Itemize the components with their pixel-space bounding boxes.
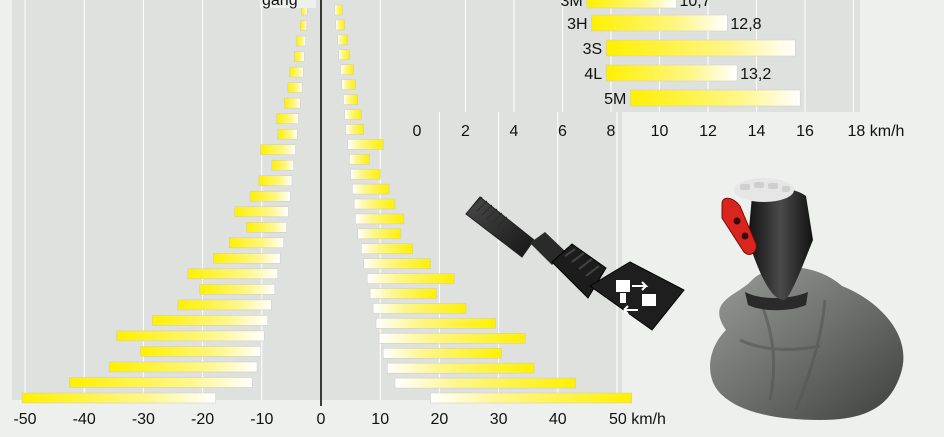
forward-speed-bar bbox=[369, 288, 437, 299]
reverse-speed-bar bbox=[199, 284, 276, 295]
inset-speed-bar bbox=[630, 89, 801, 107]
main-x-tick-label: -30 bbox=[132, 411, 155, 428]
inset-x-tick-label: 8 bbox=[607, 123, 616, 140]
reverse-speed-bar bbox=[271, 159, 295, 171]
inset-value-label: 10,7 bbox=[679, 0, 710, 10]
forward-speed-bar bbox=[337, 34, 348, 46]
inset-category-label: 4L bbox=[584, 66, 602, 83]
forward-speed-bar bbox=[363, 258, 431, 269]
forward-speed-bar bbox=[341, 79, 356, 90]
reverse-speed-bar bbox=[177, 299, 272, 311]
reverse-speed-bar bbox=[294, 51, 305, 62]
main-x-tick-label: -20 bbox=[191, 411, 214, 428]
forward-speed-bar bbox=[378, 333, 526, 344]
inset-category-label: 3H bbox=[567, 16, 587, 33]
reverse-speed-bar bbox=[289, 66, 304, 78]
main-x-tick-label: 50 km/h bbox=[609, 411, 666, 428]
reverse-speed-bar bbox=[246, 222, 287, 233]
main-chart-bars bbox=[21, 4, 633, 404]
inset-value-label: 12,8 bbox=[730, 16, 761, 33]
forward-speed-bar bbox=[430, 392, 633, 404]
reverse-speed-bar bbox=[249, 190, 291, 202]
forward-speed-bar bbox=[349, 153, 370, 165]
forward-speed-bar bbox=[350, 168, 381, 180]
inset-x-tick-label: 16 bbox=[796, 123, 814, 140]
inset-speed-bar bbox=[605, 64, 738, 82]
inset-speed-bar bbox=[586, 0, 677, 9]
forward-reverse-tractor-icon bbox=[616, 280, 656, 315]
forward-speed-bar bbox=[387, 362, 535, 374]
gear-shift-knob-icon bbox=[710, 178, 904, 420]
reverse-speed-bar bbox=[69, 377, 253, 388]
inset-chart-bars bbox=[586, 0, 801, 107]
inset-category-label: 3M bbox=[561, 0, 583, 10]
inset-speed-bar bbox=[591, 14, 728, 32]
forward-speed-bar bbox=[335, 19, 345, 31]
reverse-speed-bar bbox=[228, 237, 284, 249]
reverse-speed-bar bbox=[258, 175, 293, 186]
inset-chart-value-labels: 10,7 12,8 13,2 bbox=[679, 0, 771, 83]
reverse-speed-bar bbox=[260, 144, 296, 155]
main-x-tick-label: -10 bbox=[250, 411, 273, 428]
forward-speed-bar bbox=[353, 198, 396, 210]
forward-speed-bar bbox=[366, 273, 455, 284]
reverse-speed-bar bbox=[276, 113, 299, 124]
main-chart-x-tick-labels: -50 -40 -30 -20 -10 0 10 20 30 40 50 km/h bbox=[13, 411, 665, 428]
inset-x-tick-label: 2 bbox=[461, 123, 470, 140]
reverse-speed-bar bbox=[234, 206, 289, 218]
forward-speed-bar bbox=[345, 124, 364, 135]
forward-speed-bar bbox=[343, 94, 358, 105]
inset-category-label: 5M bbox=[604, 91, 626, 108]
reverse-speed-bar bbox=[284, 97, 301, 109]
forward-speed-bar bbox=[361, 243, 414, 255]
reverse-speed-bar bbox=[21, 392, 216, 404]
forward-speed-bar bbox=[375, 318, 496, 329]
inset-x-tick-label: 4 bbox=[510, 123, 519, 140]
reverse-speed-bar bbox=[295, 35, 306, 47]
reverse-speed-bar bbox=[116, 330, 265, 342]
inset-category-label: 3S bbox=[583, 41, 603, 58]
main-x-tick-label: 10 bbox=[371, 411, 389, 428]
forward-speed-bar bbox=[394, 377, 576, 389]
main-x-tick-label: -40 bbox=[73, 411, 96, 428]
inset-chart-x-tick-labels: 0 2 4 6 8 10 12 14 16 18 km/h bbox=[413, 123, 905, 140]
inset-x-tick-label: 12 bbox=[699, 123, 717, 140]
inset-x-tick-label: 10 bbox=[651, 123, 669, 140]
reverse-speed-bar bbox=[108, 361, 258, 373]
reverse-speed-bar bbox=[287, 82, 303, 93]
forward-speed-bar bbox=[372, 303, 467, 314]
inset-x-tick-label: 6 bbox=[558, 123, 567, 140]
forward-speed-bar bbox=[334, 4, 343, 16]
forward-speed-bar bbox=[344, 109, 362, 120]
reverse-speed-bar bbox=[152, 315, 268, 326]
main-x-tick-label: 30 bbox=[490, 411, 508, 428]
heading-fragment: gang bbox=[262, 0, 298, 9]
forward-speed-bar bbox=[352, 183, 390, 195]
inset-x-tick-label: 0 bbox=[413, 123, 422, 140]
inset-value-label: 13,2 bbox=[740, 66, 771, 83]
reverse-speed-bar bbox=[277, 128, 298, 140]
main-x-tick-label: 20 bbox=[431, 411, 449, 428]
forward-speed-bar bbox=[347, 139, 384, 150]
reverse-speed-bar bbox=[213, 253, 281, 264]
reverse-speed-bar bbox=[300, 20, 308, 31]
forward-speed-bar bbox=[355, 213, 405, 225]
heading-mask bbox=[260, 0, 316, 8]
forward-speed-bar bbox=[338, 49, 350, 61]
reverse-speed-bar bbox=[187, 268, 279, 280]
forward-speed-bar bbox=[357, 228, 402, 240]
main-x-tick-label: 40 bbox=[549, 411, 567, 428]
forward-speed-bar bbox=[382, 347, 502, 359]
inset-x-tick-label: 14 bbox=[748, 123, 766, 140]
forward-speed-bar bbox=[340, 64, 354, 75]
inset-x-tick-label: 18 km/h bbox=[848, 123, 905, 140]
joystick-lever-icon bbox=[465, 196, 685, 331]
main-x-tick-label: 0 bbox=[317, 411, 326, 428]
reverse-speed-bar bbox=[140, 346, 261, 357]
main-x-tick-label: -50 bbox=[13, 411, 36, 428]
inset-speed-bar bbox=[605, 39, 796, 57]
